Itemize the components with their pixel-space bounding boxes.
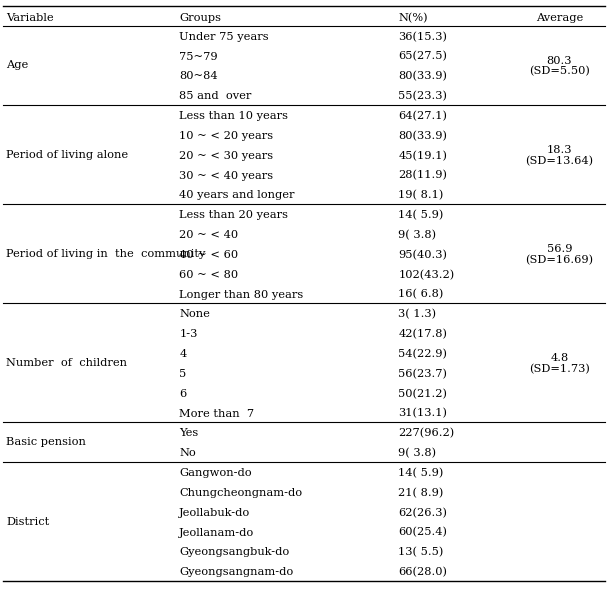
Text: 14( 5.9): 14( 5.9) [398, 468, 444, 478]
Text: 16( 6.8): 16( 6.8) [398, 289, 444, 300]
Text: None: None [179, 309, 210, 320]
Text: 28(11.9): 28(11.9) [398, 170, 447, 181]
Text: 9( 3.8): 9( 3.8) [398, 230, 437, 240]
Text: 4: 4 [179, 349, 187, 359]
Text: 55(23.3): 55(23.3) [398, 91, 447, 102]
Text: Longer than 80 years: Longer than 80 years [179, 289, 303, 299]
Text: Gyeongsangnam-do: Gyeongsangnam-do [179, 567, 294, 577]
Text: 64(27.1): 64(27.1) [398, 111, 447, 121]
Text: More than  7: More than 7 [179, 409, 255, 419]
Text: Less than 20 years: Less than 20 years [179, 210, 288, 220]
Text: 227(96.2): 227(96.2) [398, 428, 455, 438]
Text: 20 ~ < 40: 20 ~ < 40 [179, 230, 238, 240]
Text: 9( 3.8): 9( 3.8) [398, 448, 437, 459]
Text: 18.3: 18.3 [547, 145, 572, 155]
Text: Average: Average [536, 13, 583, 23]
Text: (SD=16.69): (SD=16.69) [525, 255, 593, 265]
Text: 60(25.4): 60(25.4) [398, 527, 447, 538]
Text: 40 ~ < 60: 40 ~ < 60 [179, 250, 238, 260]
Text: 19( 8.1): 19( 8.1) [398, 190, 444, 201]
Text: 6: 6 [179, 388, 187, 399]
Text: (SD=5.50): (SD=5.50) [529, 67, 590, 77]
Text: District: District [6, 517, 49, 527]
Text: 14( 5.9): 14( 5.9) [398, 210, 444, 220]
Text: 5: 5 [179, 369, 187, 379]
Text: 40 years and longer: 40 years and longer [179, 190, 295, 200]
Text: 20 ~ < 30 years: 20 ~ < 30 years [179, 151, 274, 161]
Text: Under 75 years: Under 75 years [179, 31, 269, 42]
Text: 4.8: 4.8 [550, 353, 568, 363]
Text: Period of living alone: Period of living alone [6, 150, 128, 160]
Text: 95(40.3): 95(40.3) [398, 249, 447, 260]
Text: 80(33.9): 80(33.9) [398, 71, 447, 81]
Text: Period of living in  the  community: Period of living in the community [6, 249, 206, 259]
Text: 1-3: 1-3 [179, 329, 198, 339]
Text: Number  of  children: Number of children [6, 358, 127, 368]
Text: 30 ~ < 40 years: 30 ~ < 40 years [179, 170, 274, 181]
Text: 10 ~ < 20 years: 10 ~ < 20 years [179, 131, 274, 141]
Text: 80~84: 80~84 [179, 71, 218, 81]
Text: Gangwon-do: Gangwon-do [179, 468, 252, 478]
Text: 36(15.3): 36(15.3) [398, 31, 447, 42]
Text: 56.9: 56.9 [547, 244, 572, 254]
Text: 56(23.7): 56(23.7) [398, 369, 447, 379]
Text: 50(21.2): 50(21.2) [398, 388, 447, 399]
Text: Basic pension: Basic pension [6, 437, 86, 447]
Text: (SD=13.64): (SD=13.64) [525, 156, 593, 166]
Text: 66(28.0): 66(28.0) [398, 567, 447, 577]
Text: Jeollanam-do: Jeollanam-do [179, 527, 255, 538]
Text: 102(43.2): 102(43.2) [398, 270, 455, 280]
Text: 85 and  over: 85 and over [179, 91, 252, 101]
Text: 31(13.1): 31(13.1) [398, 408, 447, 419]
Text: Age: Age [6, 61, 29, 71]
Text: 45(19.1): 45(19.1) [398, 150, 447, 161]
Text: Groups: Groups [179, 13, 221, 23]
Text: 42(17.8): 42(17.8) [398, 329, 447, 339]
Text: Gyeongsangbuk-do: Gyeongsangbuk-do [179, 547, 289, 557]
Text: 62(26.3): 62(26.3) [398, 507, 447, 518]
Text: Variable: Variable [6, 13, 54, 23]
Text: 65(27.5): 65(27.5) [398, 51, 447, 62]
Text: 13( 5.5): 13( 5.5) [398, 547, 444, 558]
Text: Less than 10 years: Less than 10 years [179, 111, 288, 121]
Text: Jeollabuk-do: Jeollabuk-do [179, 508, 250, 518]
Text: N(%): N(%) [398, 12, 428, 23]
Text: 60 ~ < 80: 60 ~ < 80 [179, 270, 238, 280]
Text: (SD=1.73): (SD=1.73) [529, 364, 590, 374]
Text: 75~79: 75~79 [179, 52, 218, 62]
Text: 3( 1.3): 3( 1.3) [398, 309, 437, 320]
Text: 54(22.9): 54(22.9) [398, 349, 447, 359]
Text: Chungcheongnam-do: Chungcheongnam-do [179, 488, 303, 498]
Text: 21( 8.9): 21( 8.9) [398, 488, 444, 498]
Text: 80.3: 80.3 [547, 55, 572, 65]
Text: No: No [179, 448, 196, 458]
Text: Yes: Yes [179, 428, 199, 438]
Text: 80(33.9): 80(33.9) [398, 131, 447, 141]
